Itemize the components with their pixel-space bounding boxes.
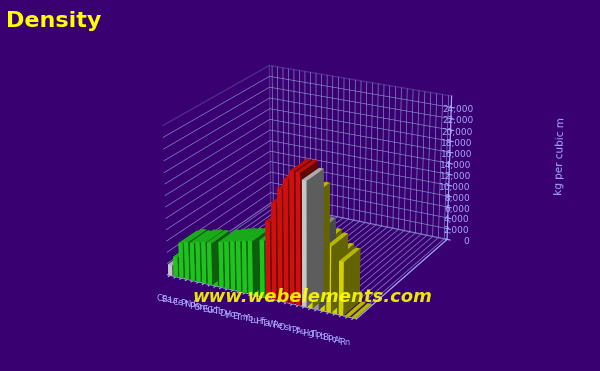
Text: www.webelements.com: www.webelements.com: [192, 288, 432, 306]
Text: Density: Density: [6, 11, 101, 31]
